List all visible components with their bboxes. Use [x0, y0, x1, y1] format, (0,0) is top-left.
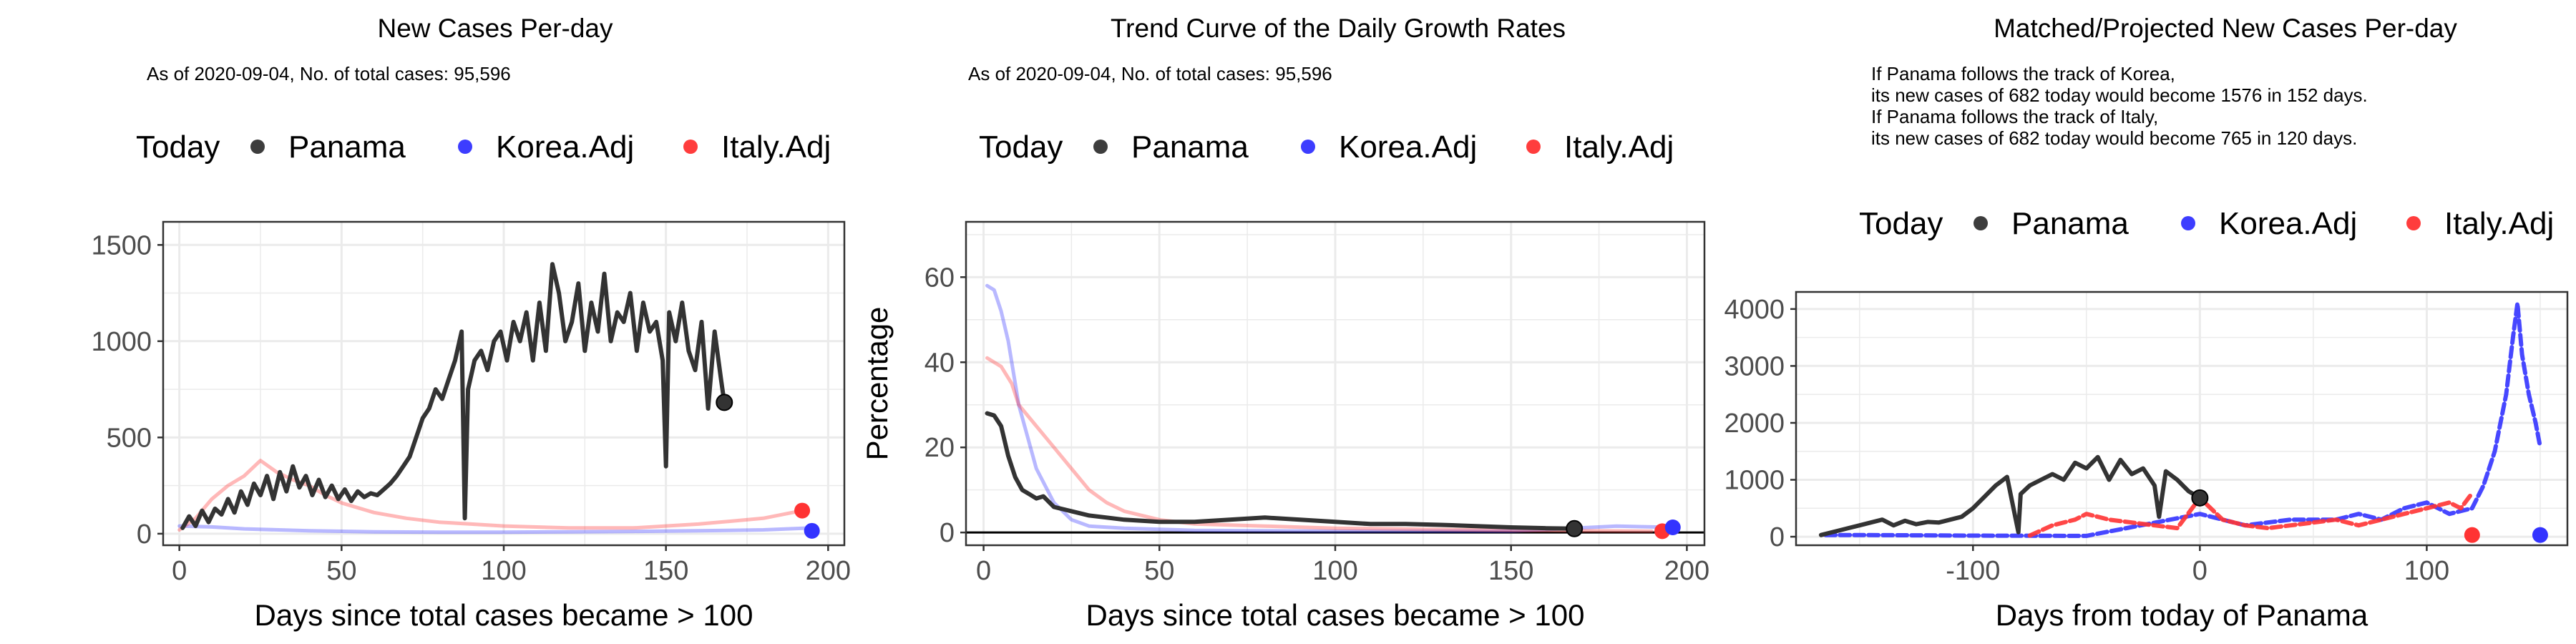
- legend: Today Panama Korea.Adj Italy.Adj: [1859, 206, 2554, 241]
- y-tick-label: 1500: [91, 230, 152, 260]
- x-tick-label: 0: [976, 556, 991, 586]
- legend-title: Today: [1859, 206, 1943, 241]
- x-tick-label: 150: [643, 556, 688, 586]
- plot-area: [1795, 291, 2569, 547]
- legend-label-italy: Italy.Adj: [1564, 130, 1674, 165]
- legend-label-korea: Korea.Adj: [1339, 130, 1477, 165]
- x-tick-label: 200: [1664, 556, 1709, 586]
- y-tick-label: 20: [924, 433, 955, 463]
- legend-key-italy: [683, 140, 698, 154]
- legend-key-korea: [1301, 140, 1315, 154]
- y-tick-label: 1000: [1724, 466, 1785, 496]
- today-point-panama: [716, 394, 733, 411]
- panel-title: Matched/Projected New Cases Per-day: [1994, 14, 2457, 43]
- x-tick-label: 50: [1144, 556, 1174, 586]
- x-tick-label: -100: [1946, 556, 2000, 586]
- legend-label-korea: Korea.Adj: [496, 130, 634, 165]
- x-axis-label: Days since total cases became > 100: [255, 598, 753, 632]
- series-line-italy: [2027, 491, 2474, 538]
- legend-label-italy: Italy.Adj: [2444, 206, 2554, 241]
- today-point-korea: [2532, 527, 2548, 543]
- panel-subtitle-line: If Panama follows the track of Italy,: [1871, 106, 2158, 127]
- legend-label-italy: Italy.Adj: [721, 130, 831, 165]
- series-line-korea: [985, 283, 1675, 533]
- legend-label-panama: Panama: [288, 130, 406, 165]
- legend-key-italy: [1526, 140, 1541, 154]
- today-point-italy: [2464, 527, 2480, 543]
- legend-key-korea: [2181, 216, 2195, 230]
- plot-border: [1795, 291, 2569, 547]
- series-line-korea: [177, 524, 814, 535]
- series-line-panama: [1818, 454, 2202, 537]
- x-tick-label: 200: [806, 556, 851, 586]
- panel-subtitle-line: If Panama follows the track of Korea,: [1871, 63, 2175, 84]
- panel-title: Trend Curve of the Daily Growth Rates: [1111, 14, 1566, 43]
- panel-subtitle-line: As of 2020-09-04, No. of total cases: 95…: [147, 63, 511, 84]
- today-point-korea: [1664, 519, 1681, 536]
- today-point-korea: [804, 522, 820, 539]
- x-axis-label: Days from today of Panama: [1996, 598, 2368, 632]
- legend-key-panama: [1974, 216, 1988, 230]
- y-tick-label: 0: [1770, 522, 1785, 552]
- series-line-italy: [985, 356, 1654, 533]
- y-tick-label: 60: [924, 263, 955, 293]
- today-point-italy: [794, 502, 811, 519]
- panel-subtitle-line: its new cases of 682 today would become …: [1871, 127, 2357, 149]
- series-line-panama: [180, 262, 727, 530]
- plot-area: [162, 220, 846, 547]
- panel-title: New Cases Per-day: [377, 14, 613, 43]
- x-tick-label: 0: [172, 556, 187, 586]
- panel-1: New Cases Per-day As of 2020-09-04, No. o…: [91, 14, 851, 632]
- x-tick-label: 50: [326, 556, 356, 586]
- x-tick-label: 0: [2192, 556, 2207, 586]
- panel-3: Matched/Projected New Cases Per-day If Pa…: [1724, 14, 2569, 632]
- today-point-panama: [1566, 519, 1584, 537]
- legend-key-italy: [2406, 216, 2421, 230]
- x-axis-label: Days since total cases became > 100: [1086, 598, 1585, 632]
- panel-2: Trend Curve of the Daily Growth Rates As …: [860, 14, 1709, 632]
- x-tick-label: 150: [1488, 556, 1533, 586]
- legend-title: Today: [979, 130, 1063, 165]
- y-tick-label: 2000: [1724, 409, 1785, 439]
- series-line-panama: [985, 411, 1577, 531]
- series-line-korea: [1823, 301, 2542, 538]
- legend-label-panama: Panama: [2011, 206, 2129, 241]
- today-point-panama: [2191, 489, 2209, 507]
- legend-key-panama: [250, 140, 265, 154]
- x-tick-label: 100: [1312, 556, 1357, 586]
- y-axis-label: Percentage: [860, 307, 894, 461]
- legend-key-korea: [458, 140, 472, 154]
- y-tick-label: 3000: [1724, 351, 1785, 381]
- y-tick-label: 1000: [91, 327, 152, 357]
- legend: Today Panama Korea.Adj Italy.Adj: [136, 130, 831, 165]
- panel-subtitle-line: its new cases of 682 today would become …: [1871, 84, 2368, 106]
- series-line-italy: [177, 459, 804, 532]
- plot-area: [965, 220, 1706, 547]
- y-tick-label: 40: [924, 348, 955, 378]
- x-tick-label: 100: [2404, 556, 2449, 586]
- y-tick-label: 4000: [1724, 295, 1785, 325]
- plot-background: [1796, 292, 2567, 545]
- legend-label-panama: Panama: [1131, 130, 1249, 165]
- legend-key-panama: [1093, 140, 1108, 154]
- y-tick-label: 0: [137, 519, 152, 550]
- legend-label-korea: Korea.Adj: [2219, 206, 2357, 241]
- legend-title: Today: [136, 130, 220, 165]
- panel-subtitle-line: As of 2020-09-04, No. of total cases: 95…: [968, 63, 1332, 84]
- y-tick-label: 0: [940, 518, 955, 548]
- y-tick-label: 500: [107, 423, 152, 453]
- legend: Today Panama Korea.Adj Italy.Adj: [979, 130, 1674, 165]
- x-tick-label: 100: [481, 556, 526, 586]
